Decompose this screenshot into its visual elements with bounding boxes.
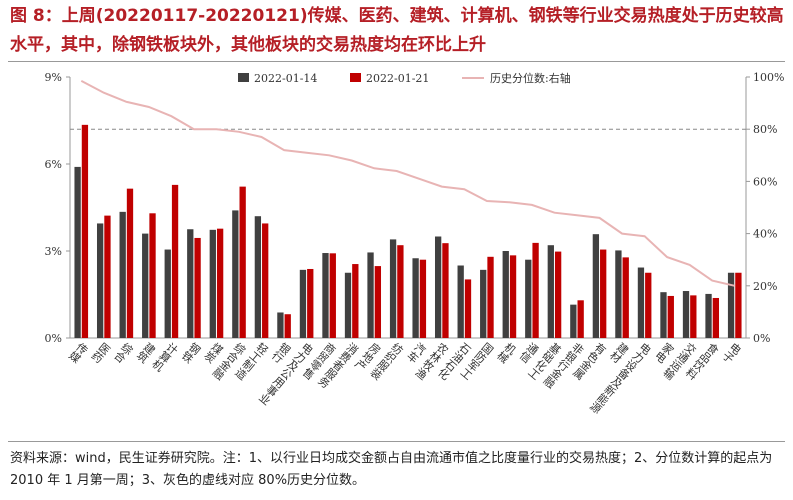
bar-2022-01-14-房地产 (367, 252, 374, 338)
bar-2022-01-21-轻工制造 (262, 223, 269, 338)
bar-2022-01-21-基础化工 (554, 251, 562, 338)
bar-2022-01-14-轻工制造 (254, 216, 262, 338)
bar-2022-01-14-煤炭 (209, 229, 216, 338)
chart-svg: 0%3%6%9%0%20%40%60%80%100%传媒医药综合建筑计算机钢铁煤… (45, 71, 785, 416)
percentile-line (80, 80, 735, 287)
bar-2022-01-21-电力及公用事业 (307, 268, 314, 338)
x-tick-label: 医药 (88, 340, 113, 366)
bar-2022-01-21-家电 (667, 295, 674, 338)
bar-2022-01-14-家电 (660, 292, 667, 338)
bar-2022-01-14-机械 (502, 251, 509, 338)
bar-2022-01-21-建材 (622, 257, 629, 338)
y-right-tick-label: 60% (753, 175, 777, 188)
x-tick-label: 机械 (494, 339, 519, 366)
y-right-tick-label: 100% (753, 71, 784, 84)
y-right-tick-label: 20% (753, 280, 777, 293)
legend-label: 2022-01-21 (366, 72, 429, 85)
bar-2022-01-21-传媒 (81, 124, 89, 338)
bar-2022-01-14-石油石化 (457, 265, 464, 338)
bar-2022-01-14-电子 (727, 272, 735, 338)
y-left-tick-label: 3% (45, 245, 62, 258)
bar-2022-01-14-通信 (525, 259, 532, 338)
bar-2022-01-14-汽车 (412, 258, 419, 338)
bar-2022-01-21-石油石化 (464, 279, 472, 338)
y-left-tick-label: 9% (45, 71, 62, 84)
y-left-tick-label: 6% (45, 158, 62, 171)
bar-2022-01-21-商贸零售 (329, 253, 336, 338)
bar-2022-01-14-食品饮料 (705, 293, 712, 338)
y-right-tick-label: 40% (753, 228, 777, 241)
chart-area: 0% 3% 6% 9% 0% 20% 40% 60% 80% 100% 传媒 医药 综合 建筑 计算机 钢铁煤… (0, 64, 793, 436)
legend-swatch-bar (238, 73, 249, 82)
bar-2022-01-21-综合金融 (239, 186, 246, 338)
bar-2022-01-14-国防军工 (480, 269, 487, 338)
bar-2022-01-21-医药 (104, 215, 111, 338)
bar-2022-01-21-纺织服装 (397, 245, 404, 338)
bar-2022-01-14-计算机 (164, 249, 171, 338)
legend-swatch-bar (350, 73, 361, 82)
footer-divider (8, 441, 785, 442)
bar-2022-01-21-计算机 (171, 184, 179, 338)
legend-label: 历史分位数:右轴 (490, 71, 571, 85)
bar-2022-01-14-医药 (96, 223, 104, 338)
bar-2022-01-14-综合金融 (232, 210, 239, 338)
figure-title: 图 8：上周(20220117-20220121)传媒、医药、建筑、计算机、钢铁… (10, 6, 784, 55)
bar-2022-01-21-银行 (284, 314, 291, 338)
x-tick-label: 电子 (720, 340, 744, 365)
bar-2022-01-14-农林牧渔 (434, 236, 442, 338)
bar-2022-01-21-通信 (532, 242, 539, 338)
y-right-tick-label: 80% (753, 123, 777, 136)
bar-2022-01-14-基础化工 (547, 245, 554, 338)
bar-2022-01-14-交通运输 (682, 291, 690, 338)
bar-2022-01-21-机械 (509, 255, 517, 338)
y-left-tick-label: 0% (45, 332, 62, 345)
bar-2022-01-21-建筑 (149, 213, 156, 338)
bar-2022-01-21-食品饮料 (712, 297, 720, 338)
bar-2022-01-14-电力及公用事业 (299, 269, 307, 338)
bar-2022-01-14-有色金属 (592, 234, 600, 338)
bar-2022-01-14-消费者服务 (344, 272, 352, 338)
bar-2022-01-21-汽车 (419, 259, 427, 338)
title-divider (8, 61, 785, 62)
bar-2022-01-21-综合 (126, 188, 134, 338)
x-tick-label: 综合 (111, 339, 136, 365)
bar-2022-01-21-消费者服务 (352, 264, 359, 338)
bar-2022-01-14-银行 (277, 312, 284, 338)
bar-2022-01-21-钢铁 (194, 237, 201, 338)
bar-2022-01-14-钢铁 (187, 229, 194, 338)
source-note: 资料来源：wind，民生证券研究院。注：1、以行业日均成交金额占自由流通市值之比… (10, 451, 773, 488)
bar-2022-01-21-国防军工 (487, 256, 494, 338)
bar-2022-01-14-非银行金融 (570, 304, 577, 338)
bar-2022-01-21-电力设备及新能源 (645, 272, 652, 338)
bar-2022-01-14-电力设备及新能源 (637, 267, 645, 338)
bar-2022-01-14-传媒 (74, 166, 81, 338)
bar-2022-01-21-交通运输 (690, 295, 697, 338)
bar-2022-01-14-建筑 (142, 233, 149, 338)
bar-2022-01-21-房地产 (374, 266, 382, 338)
x-tick-label: 传媒 (66, 340, 91, 366)
x-tick-label: 钢铁 (179, 340, 203, 365)
bar-2022-01-14-综合 (119, 211, 126, 338)
bar-2022-01-21-非银行金融 (577, 300, 584, 338)
bar-2022-01-21-电子 (735, 272, 742, 338)
bar-2022-01-14-建材 (615, 250, 622, 338)
bar-2022-01-21-农林牧渔 (442, 243, 449, 338)
y-right-tick-label: 0% (753, 332, 770, 345)
bar-2022-01-21-有色金属 (600, 249, 607, 338)
legend-label: 2022-01-14 (254, 72, 317, 85)
bar-2022-01-14-纺织服装 (389, 239, 397, 338)
bar-2022-01-14-商贸零售 (322, 253, 329, 338)
bar-2022-01-21-煤炭 (216, 228, 224, 338)
